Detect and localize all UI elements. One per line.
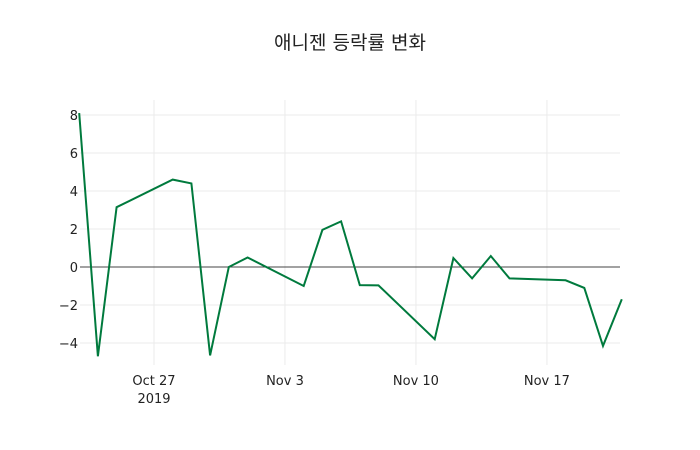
x-tick-label: 2019 (137, 392, 170, 407)
chart-title: 애니젠 등락률 변화 (274, 32, 426, 54)
data-line (78, 113, 623, 357)
y-tick-label: −4 (59, 337, 78, 352)
y-tick-label: 6 (70, 147, 78, 162)
y-axis-ticks: 8 6 4 2 0 −2 −4 (59, 109, 78, 352)
x-axis-ticks: Oct 27 2019 Nov 3 Nov 10 Nov 17 (132, 374, 570, 407)
x-tick-label: Oct 27 (132, 374, 175, 389)
grid-lines (80, 100, 620, 365)
y-tick-label: 4 (70, 185, 78, 200)
y-tick-label: 0 (70, 261, 78, 276)
y-tick-label: 8 (70, 109, 78, 124)
x-tick-label: Nov 3 (266, 374, 304, 389)
x-tick-label: Nov 17 (524, 374, 570, 389)
x-tick-label: Nov 10 (393, 374, 439, 389)
y-tick-label: −2 (59, 299, 78, 314)
y-tick-label: 2 (70, 223, 78, 238)
